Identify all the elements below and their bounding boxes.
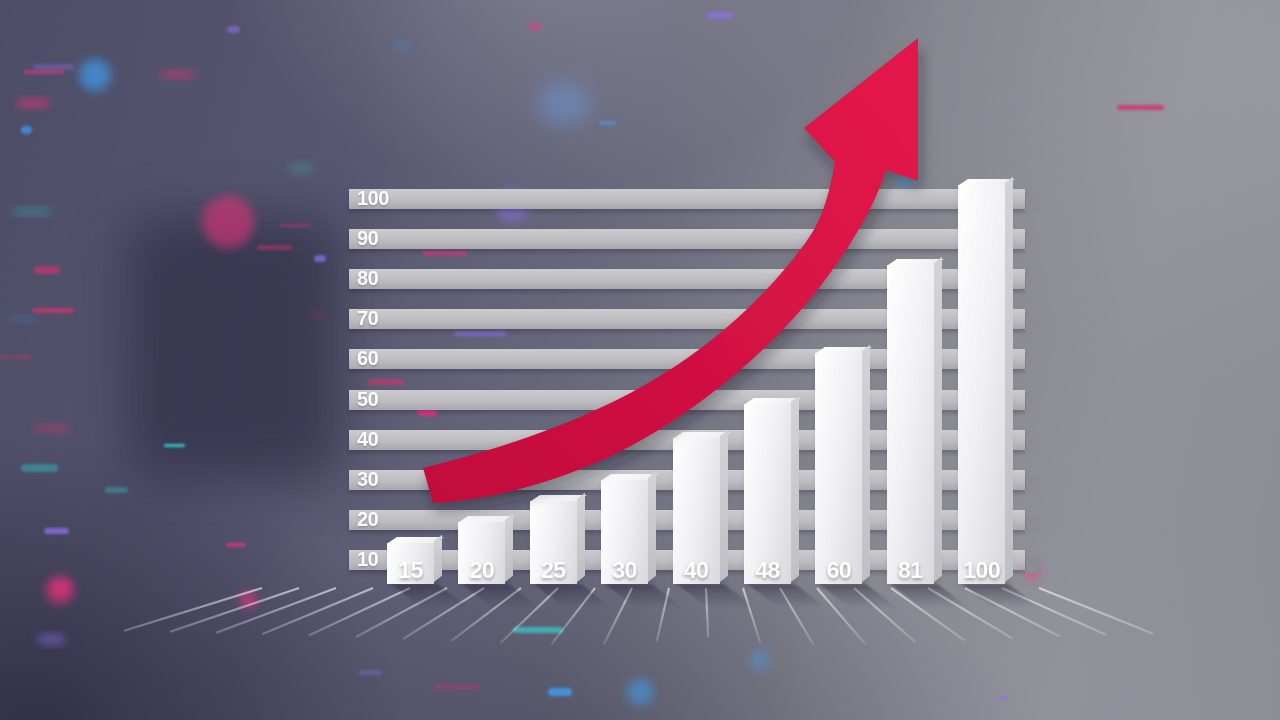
arrow-shape bbox=[423, 38, 918, 503]
background-dark-patch bbox=[128, 218, 342, 480]
background-blue-glow bbox=[538, 82, 590, 126]
